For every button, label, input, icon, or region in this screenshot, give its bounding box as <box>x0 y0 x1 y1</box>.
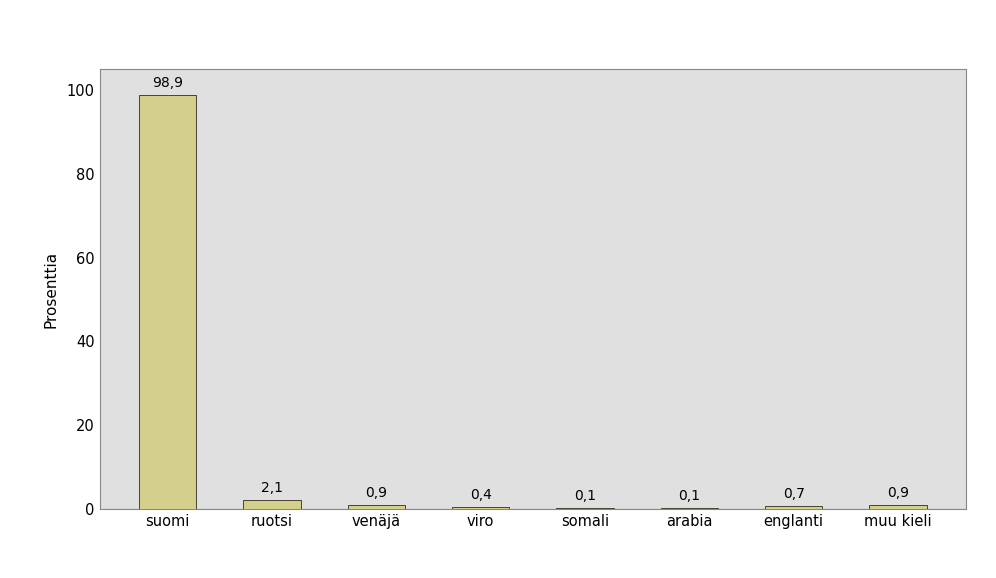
Text: 0,9: 0,9 <box>366 486 387 500</box>
Text: 0,9: 0,9 <box>887 486 909 500</box>
Bar <box>765 506 823 509</box>
Text: 98,9: 98,9 <box>152 76 183 90</box>
Text: 0,4: 0,4 <box>470 488 492 502</box>
Bar <box>452 507 509 509</box>
Bar <box>243 500 301 509</box>
Bar <box>870 505 926 509</box>
Bar <box>348 505 405 509</box>
Text: 0,1: 0,1 <box>574 489 596 503</box>
Y-axis label: Prosenttia: Prosenttia <box>44 250 59 328</box>
Text: 2,1: 2,1 <box>261 481 283 495</box>
Bar <box>139 95 196 509</box>
Text: 0,1: 0,1 <box>678 489 700 503</box>
Text: 0,7: 0,7 <box>783 487 805 501</box>
